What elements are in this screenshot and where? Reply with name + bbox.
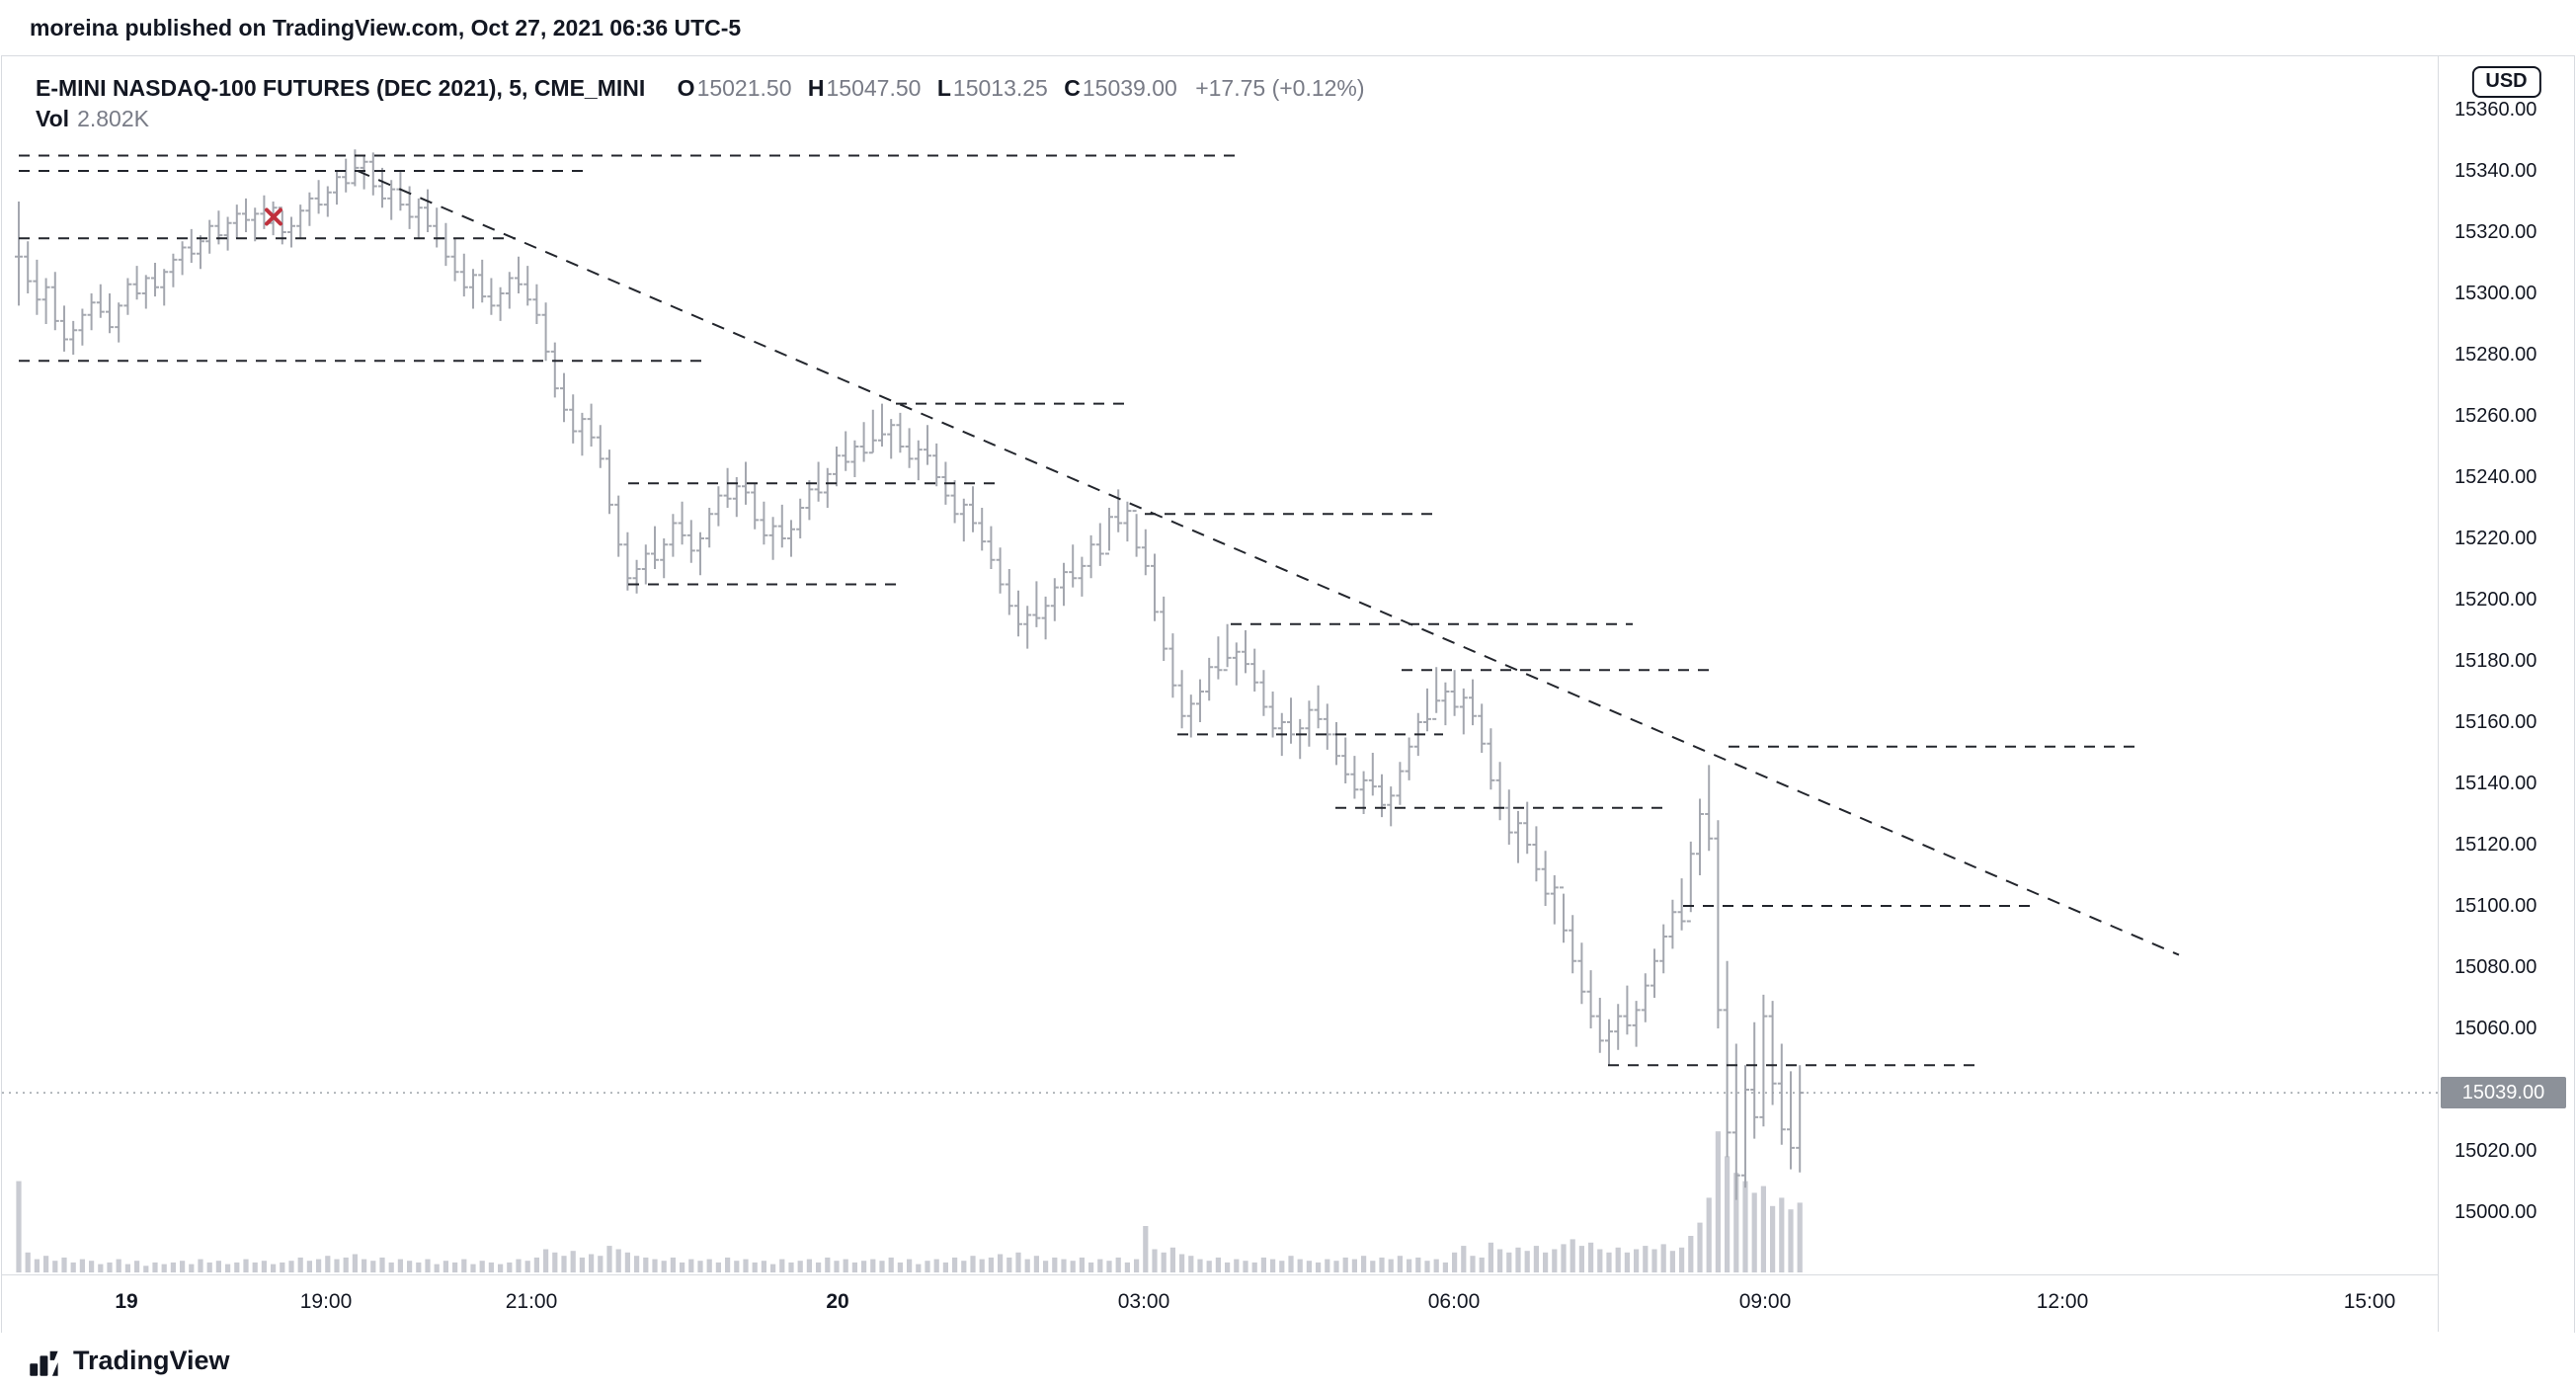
open-label: O [677, 75, 695, 101]
time-label: 19:00 [299, 1290, 353, 1313]
symbol-row: E-MINI NASDAQ-100 FUTURES (DEC 2021), 5,… [36, 72, 1365, 104]
price-tick: 15020.00 [2455, 1140, 2537, 1162]
change-value: +17.75 (+0.12%) [1195, 75, 1365, 101]
price-tick: 15120.00 [2455, 834, 2537, 856]
chart-frame: E-MINI NASDAQ-100 FUTURES (DEC 2021), 5,… [1, 55, 2575, 1333]
publish-info: published on TradingView.com, Oct 27, 20… [124, 14, 742, 41]
price-tick: 15240.00 [2455, 466, 2537, 488]
currency-usd-button[interactable]: USD [2471, 66, 2541, 98]
publish-bar: moreina published on TradingView.com, Oc… [0, 0, 2576, 55]
author-name: moreina [30, 14, 119, 41]
low-value: 15013.25 [952, 75, 1048, 101]
price-bars [15, 149, 1805, 1200]
price-tick: 15300.00 [2455, 283, 2537, 304]
price-tick: 15080.00 [2455, 956, 2537, 978]
price-tick: 15360.00 [2455, 99, 2537, 121]
footer-bar: TradingView [0, 1333, 2576, 1389]
price-chart-svg[interactable] [2, 56, 2438, 1274]
price-axis[interactable]: USD 15039.00 15360.00 15340.00 15320.00 153… [2438, 56, 2574, 1332]
close-label: C [1064, 75, 1081, 101]
open-value: 15021.50 [696, 75, 792, 101]
price-tick: 15200.00 [2455, 589, 2537, 611]
time-label: 06:00 [1427, 1290, 1481, 1313]
price-tick: 15160.00 [2455, 711, 2537, 733]
time-label: 03:00 [1117, 1290, 1170, 1313]
volume-row: Vol 2.802K [36, 104, 1365, 133]
price-tick: 15060.00 [2455, 1018, 2537, 1039]
chart-legend: E-MINI NASDAQ-100 FUTURES (DEC 2021), 5,… [36, 72, 1365, 133]
price-tick: 15220.00 [2455, 528, 2537, 549]
current-price-badge: 15039.00 [2441, 1077, 2566, 1109]
footer-brand[interactable]: TradingView [73, 1346, 230, 1375]
high-label: H [807, 75, 825, 101]
close-value: 15039.00 [1082, 75, 1177, 101]
time-axis[interactable]: 19 19:00 21:00 20 03:00 06:00 09:00 12:00 15:00 [2, 1274, 2574, 1333]
trendline[interactable] [357, 170, 2180, 956]
price-tick: 15180.00 [2455, 650, 2537, 672]
time-label: 12:00 [2036, 1290, 2089, 1313]
time-label: 20 [826, 1290, 849, 1313]
time-label: 09:00 [1738, 1290, 1792, 1313]
time-label: 21:00 [505, 1290, 558, 1313]
price-tick: 15260.00 [2455, 405, 2537, 427]
price-tick: 15000.00 [2455, 1201, 2537, 1223]
symbol-title[interactable]: E-MINI NASDAQ-100 FUTURES (DEC 2021), 5,… [36, 75, 646, 101]
price-tick: 15140.00 [2455, 773, 2537, 794]
volume-label: Vol [36, 106, 70, 131]
low-label: L [936, 75, 951, 101]
time-label: 15:00 [2343, 1290, 2396, 1313]
time-label: 19 [115, 1290, 138, 1313]
price-tick: 15340.00 [2455, 160, 2537, 182]
volume-value: 2.802K [77, 106, 149, 131]
volume-bars [16, 1131, 1803, 1272]
red-x-marker[interactable] [265, 207, 282, 226]
support-resistance-lines[interactable] [19, 154, 2137, 1067]
high-value: 15047.50 [826, 75, 922, 101]
tradingview-logo-icon[interactable] [28, 1345, 61, 1378]
chart-pane[interactable]: E-MINI NASDAQ-100 FUTURES (DEC 2021), 5,… [2, 56, 2438, 1274]
price-tick: 15100.00 [2455, 895, 2537, 917]
price-tick: 15280.00 [2455, 344, 2537, 366]
price-tick: 15320.00 [2455, 221, 2537, 243]
